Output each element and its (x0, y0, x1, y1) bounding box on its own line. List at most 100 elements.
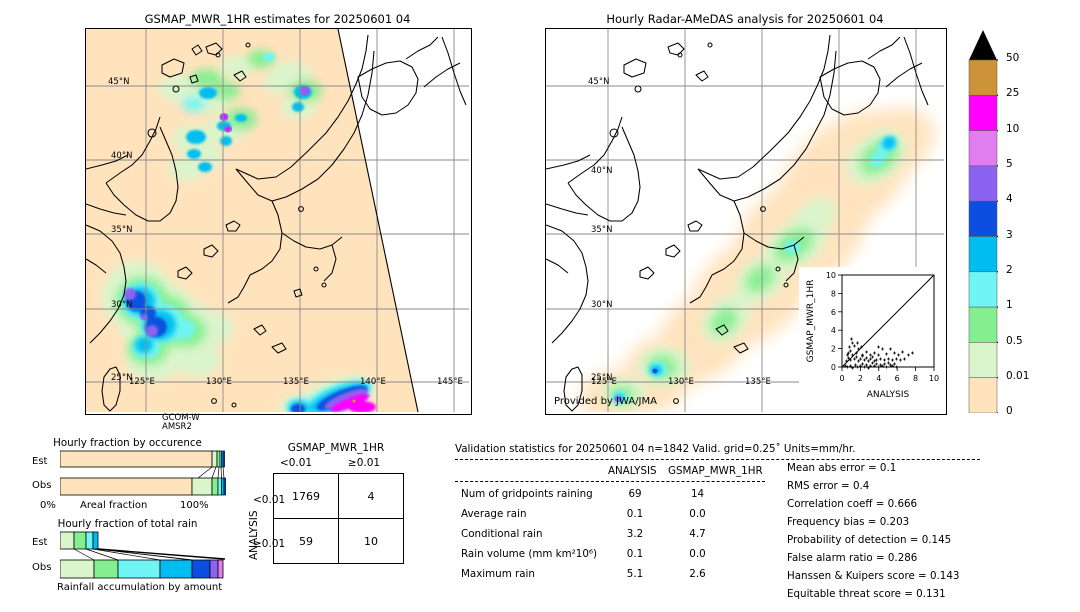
table-row: 59 10 (273, 518, 404, 564)
validation-row-gsmap-0: 14 (690, 488, 705, 500)
contingency-cell-01: 4 (338, 473, 404, 519)
validation-header: Validation statistics for 20250601 04 n=… (455, 443, 856, 455)
validation-divider-2 (455, 481, 765, 482)
right-map-lat-35: 35°N (591, 225, 613, 235)
contingency-cell-00: 1769 (273, 473, 339, 519)
occurrence-row-label-obs: Obs (32, 480, 52, 491)
score-probability-of-detection: Probability of detection = 0.145 (787, 534, 952, 546)
validation-row-gsmap-1: 0.0 (689, 508, 706, 520)
validation-col-header-analysis: ANALYSIS (608, 465, 657, 477)
left-map-lat-40: 40°N (111, 151, 133, 161)
right-map-lat-40: 40°N (591, 166, 613, 176)
satellite-label-line1: GCOM-W (162, 413, 200, 423)
contingency-cell-10: 59 (273, 518, 339, 564)
colorbar-label-50: 50 (1006, 52, 1020, 64)
scatter-inset[interactable]: 0 2 4 6 8 10 0 2 4 6 8 10 ANALYSIS GSMAP_MWR_1HR (799, 267, 944, 412)
right-map-lon-125: 125°E (591, 377, 617, 387)
score-correlation-coeff: Correlation coeff = 0.666 (787, 498, 918, 510)
svg-text:10: 10 (826, 271, 836, 280)
contingency-cell-11: 10 (338, 518, 404, 564)
validation-row-analysis-2: 3.2 (626, 528, 644, 540)
totalrain-bars (60, 531, 226, 579)
totalrain-chart-title: Hourly fraction of total rain (57, 518, 198, 530)
left-map-lon-145: 145°E (437, 377, 463, 387)
svg-text:0: 0 (839, 374, 844, 383)
svg-text:4: 4 (831, 326, 836, 335)
validation-row-analysis-3: 0.1 (626, 548, 644, 560)
colorbar-label-4: 4 (1006, 193, 1013, 205)
left-map-lon-140: 140°E (360, 377, 386, 387)
table-row: Num of gridpoints raining 69 14 (455, 488, 765, 508)
validation-scores: Mean abs error = 0.1 RMS error = 0.4 Cor… (787, 462, 959, 606)
validation-rows: Num of gridpoints raining 69 14 Average … (455, 488, 765, 588)
left-map-lat-35: 35°N (111, 225, 133, 235)
svg-text:6: 6 (831, 308, 836, 317)
score-hanssen-kuipers: Hanssen & Kuipers score = 0.143 (787, 570, 960, 582)
svg-text:GSMAP_MWR_1HR: GSMAP_MWR_1HR (806, 280, 816, 363)
table-row: Conditional rain 3.2 4.7 (455, 528, 765, 548)
right-map-lat-45: 45°N (588, 77, 610, 87)
scatter-canvas: 0 2 4 6 8 10 0 2 4 6 8 10 ANALYSIS GSMAP_MWR_1HR (799, 267, 944, 412)
score-frequency-bias: Frequency bias = 0.203 (787, 516, 910, 528)
colorbar-label-25: 25 (1006, 87, 1020, 99)
occurrence-bars (60, 450, 228, 496)
validation-row-analysis-0: 69 (628, 488, 642, 500)
svg-text:0: 0 (831, 363, 836, 372)
colorbar-label-001: 0.01 (1006, 370, 1030, 382)
colorbar-label-2: 2 (1006, 264, 1013, 276)
colorbar-label-10: 10 (1006, 123, 1020, 135)
left-map[interactable]: 45°N 40°N 35°N 30°N 25°N 125°E 130°E 135… (85, 28, 472, 415)
score-rms-error: RMS error = 0.4 (787, 480, 870, 492)
table-row: Maximum rain 5.1 2.6 (455, 568, 765, 588)
svg-text:2: 2 (831, 345, 836, 354)
left-map-lat-25: 25°N (111, 373, 133, 383)
right-map-lat-25: 25°N (591, 373, 613, 383)
validation-row-gsmap-2: 4.7 (689, 528, 706, 540)
score-equitable-threat: Equitable threat score = 0.131 (787, 588, 946, 600)
svg-text:4: 4 (876, 374, 881, 383)
svg-text:2: 2 (858, 374, 863, 383)
colorbar-label-05: 0.5 (1006, 335, 1023, 347)
contingency-table: 1769 4 59 10 (273, 473, 404, 564)
contingency-col-header-1: <0.01 (279, 457, 313, 469)
left-map-canvas (86, 29, 469, 412)
validation-divider-1 (455, 459, 980, 460)
occurrence-row-label-est: Est (32, 456, 48, 467)
left-map-lat-45: 45°N (108, 77, 130, 87)
occurrence-axis-label: Areal fraction (80, 500, 148, 511)
svg-text:8: 8 (913, 374, 918, 383)
svg-text:6: 6 (895, 374, 900, 383)
validation-row-label-1: Average rain (461, 508, 527, 520)
contingency-col-header-2: ≥0.01 (347, 457, 381, 469)
colorbar: 50 25 10 5 4 3 2 1 0.5 0.01 0 (968, 28, 1029, 417)
validation-row-gsmap-3: 0.0 (689, 548, 706, 560)
occurrence-axis-max: 100% (180, 500, 209, 511)
satellite-label-line2: AMSR2 (162, 422, 192, 432)
right-map-lon-135: 135°E (745, 377, 771, 387)
occurrence-chart: Est Obs (20, 450, 235, 498)
totalrain-row-label-est: Est (32, 537, 48, 548)
table-row: Rain volume (mm km²10⁶) 0.1 0.0 (455, 548, 765, 568)
table-row: Average rain 0.1 0.0 (455, 508, 765, 528)
colorbar-label-0: 0 (1006, 405, 1013, 417)
validation-row-analysis-4: 5.1 (626, 568, 644, 580)
validation-row-label-4: Maximum rain (461, 568, 535, 580)
validation-row-analysis-1: 0.1 (626, 508, 644, 520)
table-row: 1769 4 (273, 473, 404, 519)
right-map[interactable]: 45°N 40°N 35°N 30°N 25°N 125°E 130°E 135… (545, 28, 947, 415)
totalrain-row-label-obs: Obs (32, 562, 52, 573)
right-map-lon-130: 130°E (668, 377, 694, 387)
map-credit: Provided by JWA/JMA (554, 396, 657, 407)
right-map-lat-30: 30°N (591, 300, 613, 310)
colorbar-label-3: 3 (1006, 229, 1013, 241)
colorbar-label-5: 5 (1006, 158, 1013, 170)
left-map-lon-130: 130°E (206, 377, 232, 387)
totalrain-axis-label: Rainfall accumulation by amount (57, 582, 223, 593)
left-map-lat-30: 30°N (111, 300, 133, 310)
contingency-title: GSMAP_MWR_1HR (287, 442, 385, 454)
right-panel-title: Hourly Radar-AMeDAS analysis for 2025060… (606, 12, 884, 26)
right-map-canvas (546, 29, 944, 412)
totalrain-chart: Est Obs (20, 531, 235, 581)
validation-row-label-0: Num of gridpoints raining (461, 488, 593, 500)
svg-text:10: 10 (929, 374, 939, 383)
